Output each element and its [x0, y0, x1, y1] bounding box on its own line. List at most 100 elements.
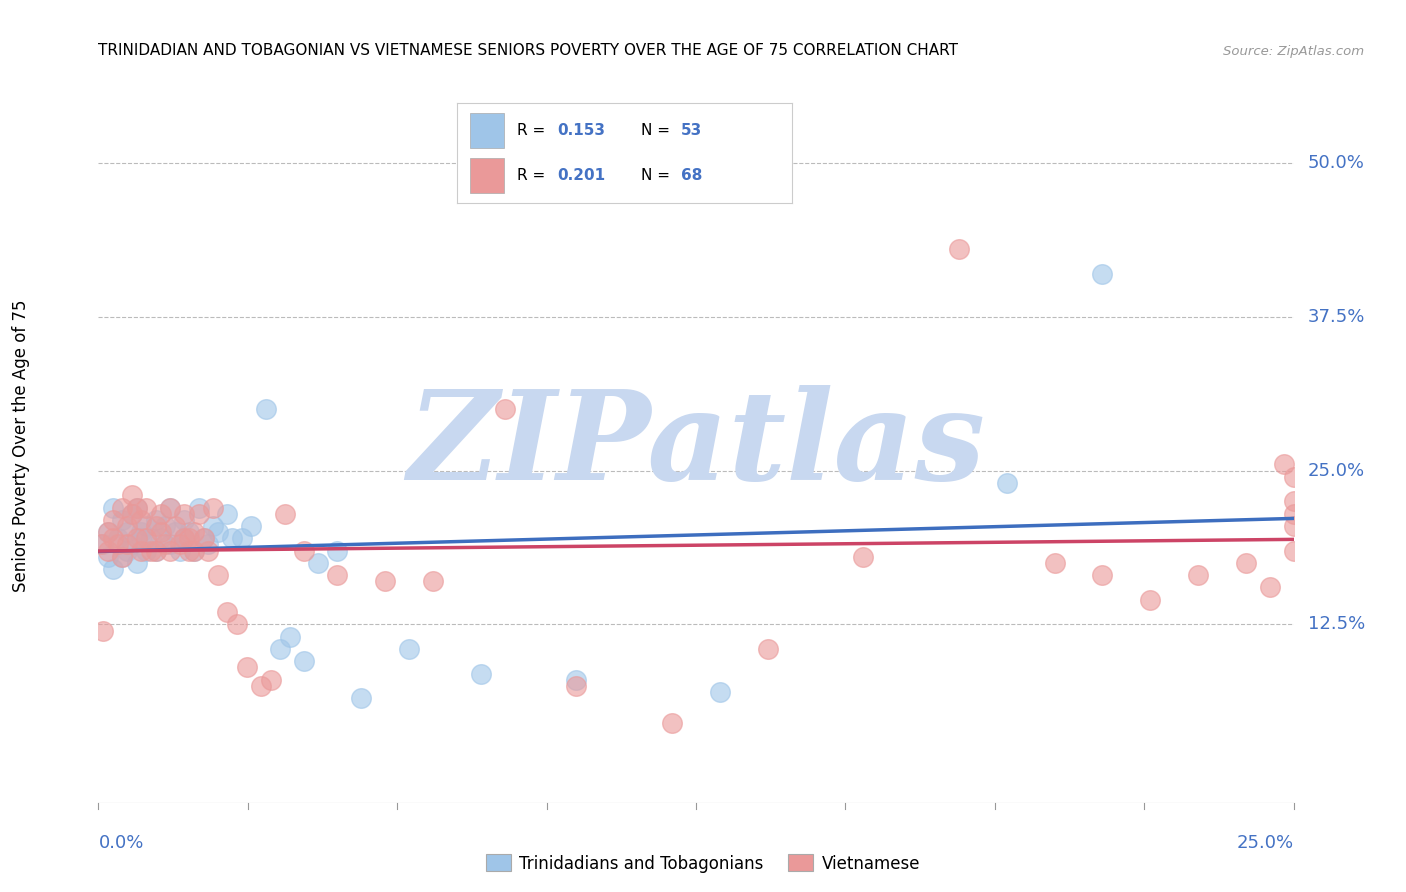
- Text: 50.0%: 50.0%: [1308, 154, 1365, 172]
- Point: [1043, 556, 1066, 570]
- Point: [326, 543, 349, 558]
- Point: [292, 654, 315, 668]
- Point: [565, 673, 588, 687]
- Point: [125, 500, 148, 515]
- Point: [97, 549, 120, 564]
- Point: [149, 507, 172, 521]
- Point: [159, 543, 181, 558]
- Point: [1282, 507, 1305, 521]
- Point: [159, 500, 181, 515]
- Point: [97, 525, 120, 540]
- Point: [121, 537, 143, 551]
- Text: 12.5%: 12.5%: [1308, 615, 1365, 633]
- Point: [193, 531, 215, 545]
- Point: [131, 543, 153, 558]
- Text: Seniors Poverty Over the Age of 75: Seniors Poverty Over the Age of 75: [13, 300, 30, 592]
- Point: [125, 500, 148, 515]
- Text: TRINIDADIAN AND TOBAGONIAN VS VIETNAMESE SENIORS POVERTY OVER THE AGE OF 75 CORR: TRINIDADIAN AND TOBAGONIAN VS VIETNAMESE…: [98, 43, 959, 58]
- Point: [173, 513, 195, 527]
- Text: 25.0%: 25.0%: [1236, 833, 1294, 852]
- Point: [217, 605, 239, 619]
- Point: [173, 531, 195, 545]
- Point: [111, 549, 134, 564]
- Point: [274, 507, 297, 521]
- Point: [135, 500, 157, 515]
- Point: [661, 715, 683, 730]
- Point: [121, 488, 143, 502]
- Point: [1234, 556, 1257, 570]
- Point: [179, 543, 201, 558]
- Point: [240, 519, 263, 533]
- Point: [135, 531, 157, 545]
- Point: [193, 531, 215, 545]
- Point: [97, 525, 120, 540]
- Point: [145, 513, 167, 527]
- Point: [91, 624, 114, 638]
- Point: [183, 543, 205, 558]
- Point: [155, 519, 177, 533]
- Point: [155, 537, 177, 551]
- Point: [565, 679, 588, 693]
- Text: 37.5%: 37.5%: [1308, 308, 1365, 326]
- Point: [207, 568, 229, 582]
- Point: [125, 531, 148, 545]
- Text: 0.0%: 0.0%: [98, 833, 143, 852]
- Point: [187, 500, 209, 515]
- Point: [115, 543, 138, 558]
- Point: [131, 513, 153, 527]
- Point: [131, 531, 153, 545]
- Point: [350, 691, 373, 706]
- Point: [159, 537, 181, 551]
- Point: [97, 543, 120, 558]
- Point: [135, 519, 157, 533]
- Point: [756, 642, 779, 657]
- Point: [149, 531, 172, 545]
- Point: [259, 673, 281, 687]
- Point: [254, 402, 277, 417]
- Point: [1091, 267, 1114, 281]
- Point: [852, 549, 875, 564]
- Point: [101, 500, 124, 515]
- Point: [278, 630, 301, 644]
- Text: ZIPatlas: ZIPatlas: [406, 385, 986, 507]
- Point: [179, 525, 201, 540]
- Point: [159, 500, 181, 515]
- Point: [197, 543, 219, 558]
- Text: Source: ZipAtlas.com: Source: ZipAtlas.com: [1223, 45, 1364, 58]
- Point: [207, 525, 229, 540]
- Point: [226, 617, 249, 632]
- Point: [91, 537, 114, 551]
- Point: [121, 507, 143, 521]
- Point: [1187, 568, 1209, 582]
- Point: [1282, 469, 1305, 483]
- Point: [115, 537, 138, 551]
- Point: [307, 556, 329, 570]
- Point: [111, 513, 134, 527]
- Point: [292, 543, 315, 558]
- Point: [90, 537, 112, 551]
- Point: [145, 543, 167, 558]
- Point: [101, 531, 124, 545]
- Point: [494, 402, 516, 417]
- Point: [202, 519, 225, 533]
- Point: [187, 507, 209, 521]
- Point: [1258, 581, 1281, 595]
- Point: [235, 660, 257, 674]
- Point: [163, 525, 186, 540]
- Point: [326, 568, 349, 582]
- Point: [374, 574, 396, 589]
- Point: [107, 531, 129, 545]
- Point: [1282, 543, 1305, 558]
- Point: [1091, 568, 1114, 582]
- Point: [125, 556, 148, 570]
- Point: [145, 519, 167, 533]
- Point: [111, 500, 134, 515]
- Point: [269, 642, 291, 657]
- Point: [145, 543, 167, 558]
- Point: [149, 525, 172, 540]
- Point: [231, 531, 253, 545]
- Point: [1272, 458, 1295, 472]
- Point: [139, 531, 162, 545]
- Point: [470, 666, 492, 681]
- Point: [197, 537, 219, 551]
